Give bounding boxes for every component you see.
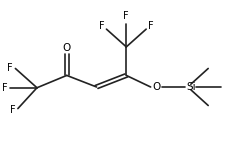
Text: F: F — [99, 21, 104, 31]
Text: F: F — [10, 105, 15, 115]
Text: F: F — [7, 63, 13, 73]
Text: F: F — [2, 83, 8, 93]
Text: O: O — [62, 43, 71, 53]
Text: Si: Si — [185, 82, 195, 92]
Text: F: F — [147, 21, 153, 31]
Text: F: F — [123, 11, 129, 21]
Text: O: O — [151, 82, 160, 92]
